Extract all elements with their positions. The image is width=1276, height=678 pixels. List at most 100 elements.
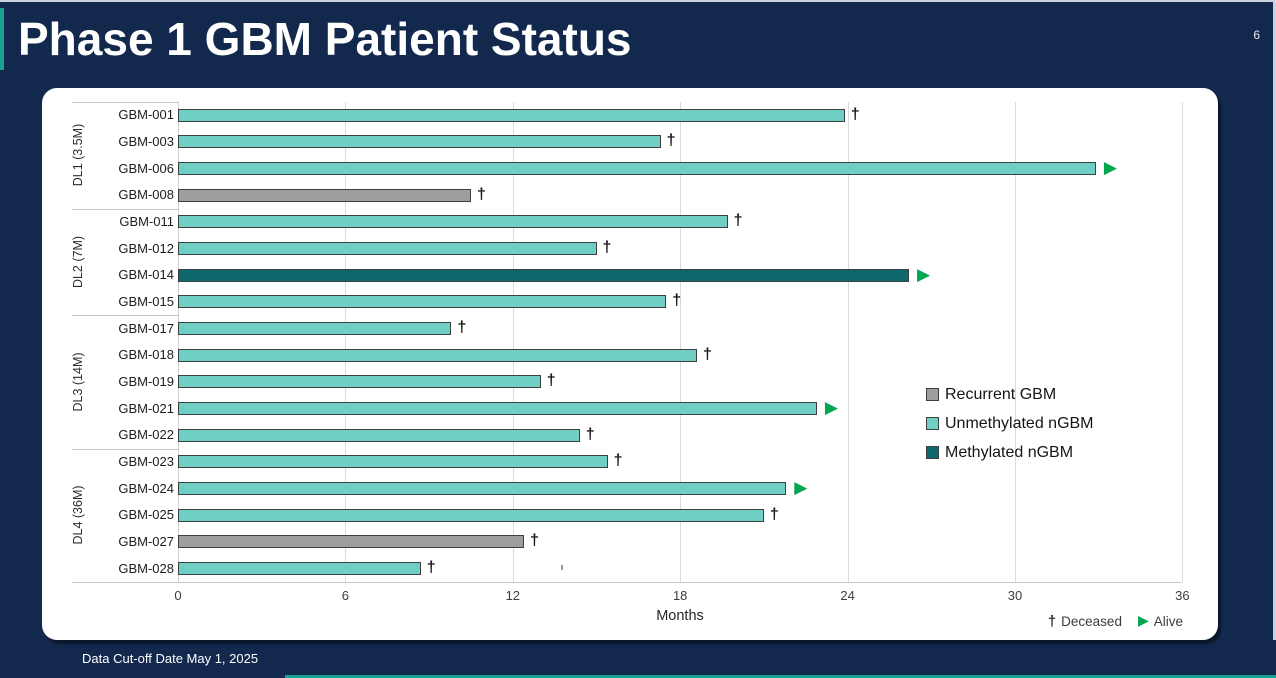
patient-bar-gbm-024 — [178, 482, 787, 496]
alive-marker: ▶ — [916, 264, 931, 285]
bottom-accent-bar — [285, 675, 1276, 678]
legend-item-2: Unmethylated nGBM — [926, 409, 1094, 438]
patient-bar-gbm-015 — [178, 295, 667, 309]
group-separator-2 — [72, 315, 178, 317]
patient-label-gbm-008: GBM-008 — [118, 187, 174, 203]
patient-label-gbm-017: GBM-017 — [118, 320, 174, 336]
legend-item-3: Methylated nGBM — [926, 438, 1094, 467]
gridline-36 — [1182, 102, 1184, 582]
alive-marker: ▶ — [1103, 158, 1117, 179]
patient-bar-gbm-014 — [178, 268, 909, 282]
legend-swatch-1 — [926, 388, 939, 401]
patient-label-gbm-015: GBM-015 — [118, 293, 174, 309]
dose-group-label-2: DL2 (7M) — [71, 235, 85, 289]
status-label-deceased: Deceased — [1061, 613, 1122, 629]
alive-arrow-icon: ▶ — [1137, 613, 1149, 629]
deceased-marker: † — [457, 319, 467, 337]
legend-swatch-2 — [926, 417, 939, 430]
patient-bar-gbm-006 — [178, 162, 1096, 176]
patient-bar-gbm-022 — [178, 428, 580, 442]
deceased-dagger-icon: † — [1047, 612, 1057, 630]
x-tick-30: 30 — [1007, 587, 1023, 603]
slide-right-edge — [1273, 0, 1276, 640]
patient-label-gbm-006: GBM-006 — [118, 160, 174, 176]
deceased-marker: † — [666, 132, 676, 150]
patient-label-gbm-012: GBM-012 — [118, 240, 174, 256]
dose-group-label-3: DL3 (14M) — [71, 352, 85, 412]
patient-bar-gbm-028 — [178, 562, 421, 576]
status-label-alive: Alive — [1153, 613, 1183, 629]
patient-bar-gbm-025 — [178, 508, 764, 522]
patient-bar-gbm-021 — [178, 402, 817, 416]
x-tick-12: 12 — [505, 587, 521, 603]
patient-label-gbm-023: GBM-023 — [118, 453, 174, 469]
deceased-marker: † — [613, 452, 623, 470]
x-axis-title: Months — [656, 608, 704, 624]
legend-label-3: Methylated nGBM — [945, 443, 1074, 461]
patient-label-gbm-025: GBM-025 — [118, 507, 174, 523]
patient-label-gbm-018: GBM-018 — [118, 347, 174, 363]
gridline-24 — [847, 102, 849, 582]
patient-bar-gbm-012 — [178, 242, 597, 256]
x-tick-6: 6 — [341, 587, 349, 603]
patient-label-gbm-021: GBM-021 — [118, 400, 174, 416]
deceased-marker: † — [426, 559, 436, 577]
patient-label-gbm-028: GBM-028 — [118, 560, 174, 576]
gridline-6 — [345, 102, 347, 582]
alive-marker: ▶ — [824, 398, 838, 419]
deceased-marker: † — [546, 372, 556, 390]
group-separator-3 — [72, 448, 178, 450]
patient-bar-gbm-023 — [178, 455, 608, 469]
patient-label-gbm-027: GBM-027 — [118, 533, 174, 549]
slide-title: Phase 1 GBM Patient Status — [18, 13, 632, 65]
status-item-alive: ▶ Alive — [1138, 613, 1183, 629]
patient-bar-gbm-017 — [178, 322, 452, 336]
patient-label-gbm-011: GBM-011 — [119, 213, 174, 229]
legend-item-1: Recurrent GBM — [926, 380, 1094, 409]
deceased-marker: † — [733, 212, 743, 230]
deceased-marker: † — [585, 425, 595, 443]
patient-label-gbm-003: GBM-003 — [118, 133, 174, 149]
gridline-18 — [680, 102, 682, 582]
patient-label-gbm-022: GBM-022 — [118, 427, 174, 443]
deceased-marker: † — [672, 292, 682, 310]
patient-bar-gbm-001 — [178, 108, 845, 122]
deceased-marker: † — [529, 532, 539, 550]
group-separator-1 — [72, 208, 178, 210]
deceased-marker: † — [769, 505, 779, 523]
legend-swatch-3 — [926, 446, 939, 459]
gridline-30 — [1015, 102, 1016, 582]
patient-label-gbm-014: GBM-014 — [118, 267, 174, 283]
stray-mark — [561, 565, 563, 570]
chart-card: 0 6 12 18 24 30 36 GBM-001 † GBM-003 † GBM-006 ▶ GBM-… — [42, 88, 1218, 640]
slide-top-edge — [0, 0, 1276, 2]
patient-label-gbm-024: GBM-024 — [118, 480, 174, 496]
patient-bar-gbm-027 — [178, 535, 524, 549]
deceased-marker: † — [850, 105, 860, 123]
x-tick-24: 24 — [840, 587, 855, 603]
deceased-marker: † — [702, 345, 712, 363]
patient-bar-gbm-011 — [178, 215, 728, 229]
group-separator-top — [72, 102, 178, 103]
patient-label-gbm-019: GBM-019 — [118, 373, 174, 389]
teal-accent-bar — [0, 8, 4, 70]
dose-group-label-4: DL4 (36M) — [71, 485, 85, 545]
chart-legend: Recurrent GBM Unmethylated nGBM Methylated… — [926, 380, 1094, 467]
deceased-marker: † — [602, 239, 612, 257]
data-cutoff-note: Data Cut-off Date May 1, 2025 — [82, 651, 259, 666]
x-tick-18: 18 — [672, 587, 688, 603]
status-legend: † Deceased ▶ Alive — [1048, 612, 1183, 630]
patient-bar-gbm-018 — [178, 348, 697, 362]
gridline-12 — [512, 102, 514, 582]
x-tick-0: 0 — [174, 587, 182, 603]
patient-bar-gbm-008 — [178, 188, 471, 202]
legend-label-2: Unmethylated nGBM — [945, 414, 1094, 432]
gridline-0 — [178, 102, 179, 582]
patient-label-gbm-001: GBM-001 — [118, 107, 174, 123]
deceased-marker: † — [476, 185, 486, 203]
patient-bar-gbm-003 — [178, 135, 661, 149]
status-item-deceased: † Deceased — [1048, 613, 1122, 630]
legend-label-1: Recurrent GBM — [945, 385, 1057, 403]
patient-bar-gbm-019 — [178, 375, 541, 389]
